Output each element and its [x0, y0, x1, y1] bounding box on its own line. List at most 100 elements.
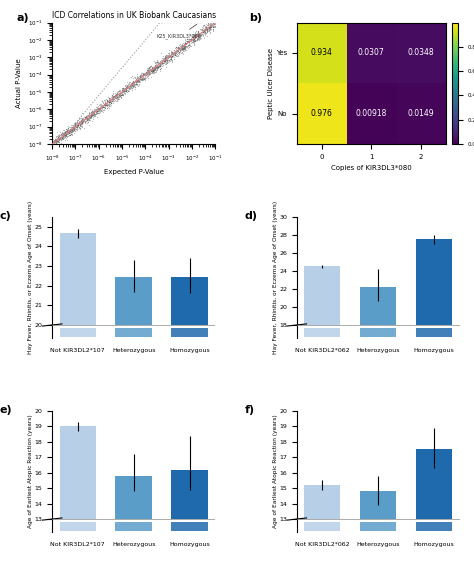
Point	[149, 65, 156, 74]
Point	[71, 122, 79, 131]
Point	[176, 50, 183, 59]
Point	[177, 42, 185, 51]
Point	[84, 115, 92, 124]
Point	[70, 120, 78, 129]
Point	[62, 127, 69, 136]
Point	[115, 89, 123, 98]
Point	[121, 83, 129, 92]
Point	[109, 93, 116, 102]
Point	[189, 30, 197, 39]
Point	[109, 95, 117, 104]
Point	[70, 124, 77, 133]
Point	[61, 127, 68, 136]
Point	[101, 101, 109, 110]
Point	[55, 136, 62, 145]
Point	[94, 105, 101, 114]
Point	[194, 27, 201, 36]
Point	[136, 76, 143, 85]
Point	[70, 125, 77, 134]
Bar	[360, 287, 396, 325]
Point	[141, 74, 149, 83]
Point	[125, 84, 133, 93]
Point	[156, 58, 164, 67]
Point	[66, 122, 74, 131]
Point	[174, 46, 182, 55]
Point	[192, 33, 200, 42]
Point	[209, 17, 216, 26]
Point	[91, 104, 99, 113]
Point	[135, 76, 143, 85]
Point	[207, 19, 214, 28]
Point	[62, 128, 69, 137]
Point	[172, 46, 180, 55]
Point	[179, 45, 186, 54]
Point	[159, 58, 167, 67]
Point	[163, 57, 171, 66]
Point	[152, 62, 159, 71]
Point	[95, 105, 103, 114]
Point	[172, 48, 179, 57]
Point	[191, 36, 199, 45]
Point	[99, 102, 106, 112]
Point	[136, 77, 144, 86]
Point	[193, 31, 201, 40]
Point	[93, 109, 100, 118]
Point	[61, 131, 69, 140]
Point	[106, 97, 114, 106]
X-axis label: Copies of KIR3DL3*080: Copies of KIR3DL3*080	[331, 165, 411, 171]
Point	[191, 36, 198, 45]
Point	[151, 63, 159, 72]
Point	[63, 128, 71, 137]
Point	[115, 87, 123, 96]
Point	[58, 128, 66, 137]
Point	[59, 134, 66, 143]
Point	[120, 85, 128, 94]
Point	[53, 138, 60, 147]
Point	[156, 62, 164, 71]
Point	[152, 59, 160, 68]
Point	[177, 40, 185, 49]
Point	[81, 113, 89, 122]
Point	[151, 63, 158, 72]
Point	[78, 114, 85, 123]
Point	[61, 133, 68, 142]
Point	[64, 126, 71, 135]
Point	[168, 58, 175, 67]
Point	[53, 135, 61, 144]
Point	[160, 57, 168, 66]
Point	[62, 127, 70, 136]
Point	[73, 122, 80, 131]
Point	[60, 130, 68, 139]
Point	[65, 130, 73, 139]
Point	[146, 64, 154, 73]
Point	[188, 35, 195, 44]
Point	[115, 88, 123, 97]
Point	[140, 74, 148, 83]
Point	[78, 119, 86, 128]
Bar	[116, 522, 152, 531]
Point	[135, 80, 143, 89]
Point	[91, 111, 98, 120]
Point	[164, 55, 172, 65]
Point	[151, 63, 158, 72]
Point	[146, 67, 154, 76]
Point	[211, 17, 219, 26]
Point	[99, 97, 106, 106]
Point	[118, 87, 125, 96]
Point	[206, 29, 214, 38]
Point	[143, 65, 151, 74]
Point	[123, 84, 130, 93]
Point	[198, 29, 205, 38]
Point	[172, 47, 179, 56]
Point	[68, 126, 75, 135]
Point	[208, 20, 215, 29]
Point	[139, 70, 147, 79]
Bar	[172, 470, 208, 519]
Point	[113, 97, 120, 106]
Point	[50, 136, 57, 145]
Point	[49, 139, 57, 148]
Point	[156, 58, 164, 67]
Point	[53, 136, 61, 145]
Point	[118, 88, 126, 97]
Point	[145, 66, 152, 75]
